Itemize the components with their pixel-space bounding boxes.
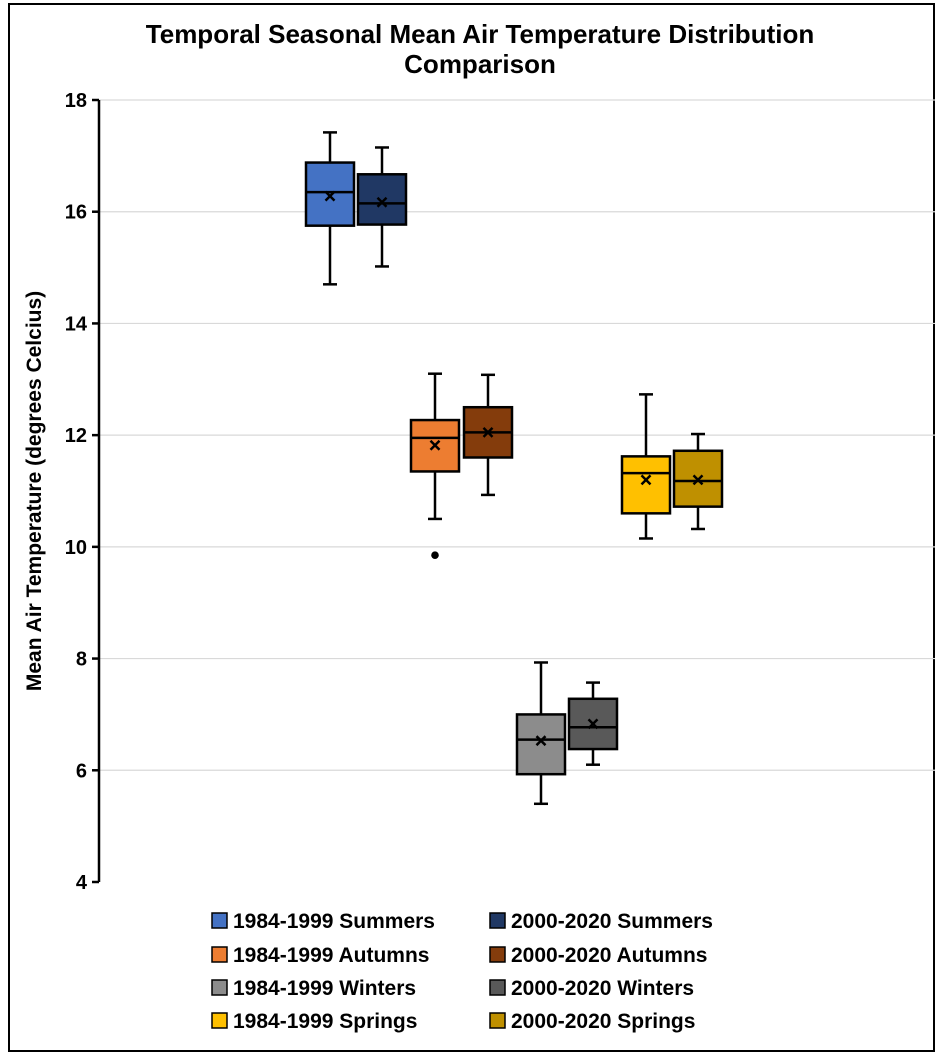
chart-title: Temporal Seasonal Mean Air Temperature D… bbox=[146, 19, 814, 79]
mean-marker bbox=[376, 196, 388, 208]
mean-marker-stroke bbox=[482, 426, 494, 438]
box-1984-1999-autumns bbox=[409, 372, 461, 560]
legend-label: 2000-2020 Springs bbox=[511, 1010, 695, 1033]
legend-swatch bbox=[211, 946, 228, 963]
y-tick-label: 18 bbox=[65, 90, 87, 112]
legend-item: 2000-2020 Summers bbox=[489, 910, 713, 933]
box-1984-1999-summers bbox=[304, 131, 356, 286]
legend-item: 1984-1999 Summers bbox=[211, 910, 435, 933]
legend-swatch bbox=[211, 1012, 228, 1029]
mean-marker bbox=[324, 190, 336, 202]
legend-label: 2000-2020 Winters bbox=[511, 977, 694, 1000]
y-tick-label: 14 bbox=[65, 313, 88, 335]
mean-marker bbox=[535, 735, 547, 747]
legend-item: 2000-2020 Springs bbox=[489, 1010, 695, 1033]
legend-swatch bbox=[489, 979, 506, 996]
box-series bbox=[304, 131, 724, 806]
mean-marker-stroke bbox=[429, 439, 441, 451]
mean-marker-stroke bbox=[324, 190, 336, 202]
box-2000-2020-summers bbox=[356, 146, 408, 268]
box-1984-1999-springs bbox=[620, 393, 672, 540]
legend-label: 1984-1999 Winters bbox=[233, 977, 416, 1000]
y-tick-label: 10 bbox=[65, 537, 87, 559]
legend-swatch bbox=[489, 946, 506, 963]
legend-item: 2000-2020 Autumns bbox=[489, 944, 707, 967]
y-tick-label: 6 bbox=[76, 760, 87, 782]
iqr-box bbox=[672, 449, 724, 508]
box-2000-2020-autumns bbox=[462, 373, 514, 497]
mean-marker-stroke bbox=[640, 474, 652, 486]
iqr-box bbox=[515, 713, 567, 776]
legend-swatch bbox=[489, 912, 506, 929]
mean-marker bbox=[429, 439, 441, 451]
legend-label: 2000-2020 Summers bbox=[511, 910, 713, 933]
legend-item: 2000-2020 Winters bbox=[489, 977, 694, 1000]
chart-title-line-1: Temporal Seasonal Mean Air Temperature D… bbox=[146, 19, 814, 49]
y-axis: 4 6 8 10 12 14 16 18 bbox=[65, 90, 101, 894]
iqr-box bbox=[356, 173, 408, 226]
legend: 1984-1999 Summers 2000-2020 Summers 1984-1… bbox=[211, 910, 713, 1033]
mean-marker-stroke bbox=[587, 718, 599, 730]
gridlines bbox=[99, 99, 935, 771]
y-tick-label: 12 bbox=[65, 425, 87, 447]
mean-marker bbox=[640, 474, 652, 486]
chart-title-line-2: Comparison bbox=[404, 49, 556, 79]
legend-swatch bbox=[211, 979, 228, 996]
box-2000-2020-springs bbox=[672, 432, 724, 531]
legend-item: 1984-1999 Autumns bbox=[211, 944, 429, 967]
outlier-point bbox=[431, 551, 439, 560]
legend-swatch bbox=[211, 912, 228, 929]
legend-item: 1984-1999 Winters bbox=[211, 977, 416, 1000]
mean-marker bbox=[482, 426, 494, 438]
mean-marker-stroke bbox=[692, 474, 704, 486]
box-2000-2020-winters bbox=[567, 681, 619, 766]
box-1984-1999-winters bbox=[515, 661, 567, 806]
legend-label: 2000-2020 Autumns bbox=[511, 944, 707, 967]
iqr-box bbox=[620, 455, 672, 515]
mean-marker bbox=[692, 474, 704, 486]
y-tick-label: 16 bbox=[65, 202, 87, 224]
legend-swatch bbox=[489, 1012, 506, 1029]
y-axis-label: Mean Air Temperature (degrees Celcius) bbox=[23, 291, 46, 691]
legend-label: 1984-1999 Summers bbox=[233, 910, 435, 933]
y-tick-label: 4 bbox=[76, 872, 88, 894]
legend-item: 1984-1999 Springs bbox=[211, 1010, 417, 1033]
iqr-box bbox=[304, 161, 356, 227]
mean-marker bbox=[587, 718, 599, 730]
mean-marker-stroke bbox=[376, 196, 388, 208]
y-tick-label: 8 bbox=[76, 649, 87, 671]
legend-label: 1984-1999 Autumns bbox=[233, 944, 429, 967]
chart-frame bbox=[8, 3, 935, 1052]
legend-label: 1984-1999 Springs bbox=[233, 1010, 417, 1033]
mean-marker-stroke bbox=[535, 735, 547, 747]
